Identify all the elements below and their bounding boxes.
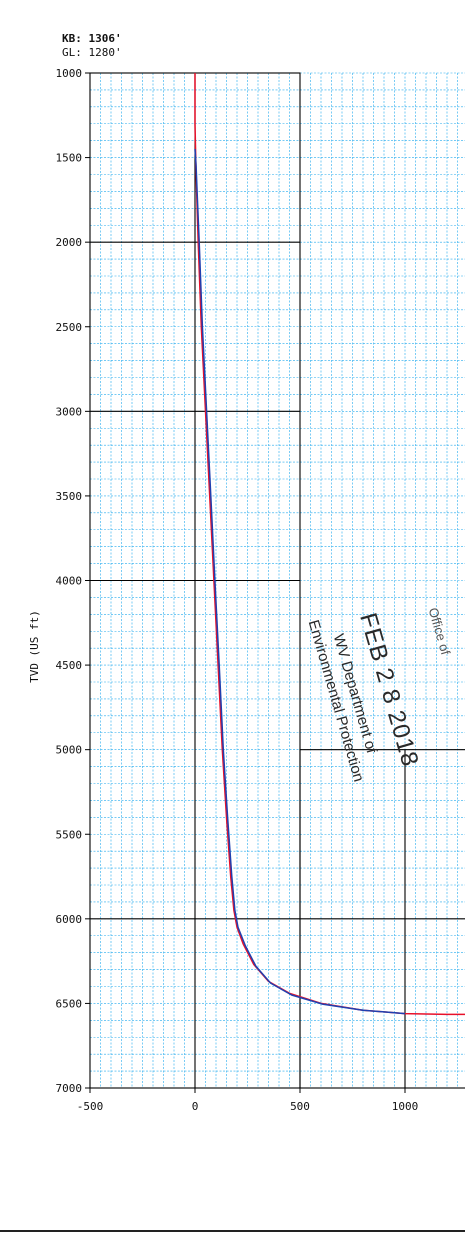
kb-elevation-label: KB: 1306'	[62, 32, 122, 45]
y-tick-label: 2000	[56, 236, 83, 249]
y-tick-label: 3500	[56, 490, 83, 503]
y-tick-label: 4000	[56, 575, 83, 588]
y-tick-label: 1500	[56, 152, 83, 165]
x-tick-label: 1000	[392, 1100, 419, 1113]
y-tick-label: 1000	[56, 67, 83, 80]
y-tick-label: 3000	[56, 405, 83, 418]
x-tick-label: 0	[192, 1100, 199, 1113]
x-tick-label: 500	[290, 1100, 310, 1113]
x-tick-label: -500	[77, 1100, 104, 1113]
y-tick-label: 2500	[56, 321, 83, 334]
y-tick-label: 6000	[56, 913, 83, 926]
y-tick-label: 6500	[56, 997, 83, 1010]
wellbore-trajectory-plan	[194, 73, 465, 1016]
y-tick-label: 7000	[56, 1082, 83, 1095]
wellbore-trajectory-actual	[194, 149, 406, 1015]
y-axis-label: TVD (US ft)	[27, 610, 41, 683]
x-tick-labels: -500050010001	[77, 1088, 419, 1113]
y-tick-labels: 1000 1500 2000 2500 3000 3500 4000 4500 5000 5500…	[56, 67, 90, 1095]
gl-elevation-label: GL: 1280'	[62, 46, 122, 59]
y-tick-label: 5000	[56, 744, 83, 757]
page-bottom-rule	[0, 1230, 465, 1232]
y-tick-label: 5500	[56, 828, 83, 841]
y-tick-label: 4500	[56, 659, 83, 672]
plot-series	[194, 73, 465, 1016]
